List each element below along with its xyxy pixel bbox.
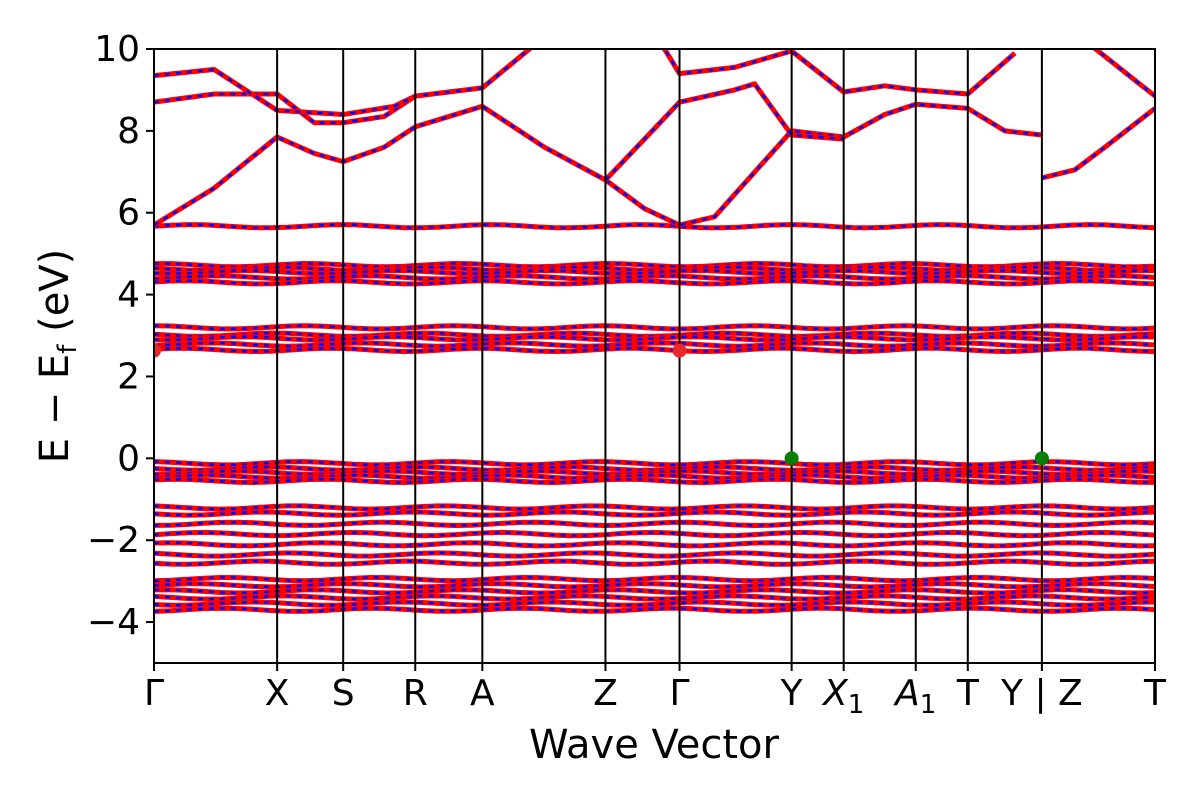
band-flat-19-dash — [154, 531, 1155, 537]
band-flat-7-dash — [154, 331, 1155, 338]
y-axis-title-sub: f — [53, 344, 83, 354]
x-tick-label: S — [332, 673, 355, 714]
vbm-marker — [1034, 451, 1049, 466]
band-flat-5-dash — [154, 279, 1155, 286]
band-flat-28-dash — [154, 606, 1155, 613]
band-c7 — [1091, 49, 1155, 99]
y-tick-label: 2 — [117, 356, 140, 397]
band-c3 — [154, 67, 417, 117]
band-flat-20-dash — [154, 541, 1155, 548]
band-c6-dash — [1041, 107, 1155, 180]
x-tick-label: X — [265, 673, 290, 714]
x-tick-label: Γ — [144, 673, 164, 714]
y-axis-title-main: E − E — [32, 354, 78, 464]
y-tick-label: 0 — [117, 438, 140, 479]
extrema-markers — [154, 343, 1049, 466]
band-flat-25-dash — [154, 588, 1155, 595]
y-axis-title-tail: (eV) — [32, 249, 78, 345]
band-flat-12-dash — [154, 465, 1155, 472]
band-flat-15-dash — [154, 477, 1155, 484]
bands-layer — [154, 49, 1155, 614]
band-flat-6-dash — [154, 324, 1155, 331]
band-flat-10-dash — [154, 347, 1155, 353]
x-tick-label: Z — [593, 673, 618, 714]
cbm-marker — [154, 343, 161, 358]
y-tick-label: 8 — [117, 111, 140, 152]
band-c1-dash — [154, 103, 1043, 227]
band-flat-16-dash — [154, 504, 1155, 511]
band-flat-21-dash — [154, 551, 1155, 558]
x-tick-label: T — [956, 673, 980, 714]
band-flat-8-dash — [154, 335, 1155, 342]
x-tick-label: X1 — [821, 673, 864, 720]
x-tick-label: A — [470, 673, 495, 714]
plot-frame — [153, 48, 1156, 664]
band-flat-14-dash — [154, 473, 1155, 480]
x-tick-label: R — [403, 673, 428, 714]
x-tick-label: A1 — [893, 673, 936, 720]
kpath-lines — [276, 49, 1043, 663]
x-axis-title: Wave Vector — [529, 722, 780, 768]
band-flat-18-dash — [154, 520, 1155, 527]
band-c6 — [1041, 106, 1155, 181]
y-tick-label: −2 — [87, 520, 140, 561]
band-flat-1-dash — [154, 262, 1155, 269]
x-tick-label: Y — [780, 673, 804, 714]
y-tick-label: 6 — [117, 193, 140, 234]
x-axis-ticks: Γ X S R A Z Γ Y X1 A1 T Y | Z T — [144, 663, 1167, 720]
band-flat-2-dash — [154, 265, 1155, 272]
y-axis-title: E − Ef (eV) — [32, 249, 83, 464]
band-c4-dash — [604, 82, 844, 181]
band-c1 — [154, 101, 1043, 228]
x-tick-label: Γ — [669, 673, 689, 714]
band-flat-3-dash — [154, 269, 1155, 275]
band-flat-9-dash — [154, 341, 1155, 348]
y-tick-label: −4 — [87, 602, 140, 643]
y-tick-label: 10 — [94, 29, 140, 70]
band-c5 — [661, 49, 1017, 97]
band-c3-dash — [154, 68, 416, 116]
y-tick-label: 4 — [117, 275, 140, 316]
band-flat-23-dash — [154, 576, 1155, 582]
band-flat-26-dash — [154, 594, 1155, 601]
band-flat-22-dash — [154, 559, 1155, 566]
band-flat-11-dash — [154, 460, 1155, 467]
band-c5-dash — [663, 49, 1016, 96]
vbm-marker — [784, 451, 799, 466]
x-tick-label: T — [1143, 673, 1167, 714]
y-axis-ticks: −4 −2 0 2 4 6 8 10 — [87, 29, 154, 643]
x-tick-label: Y | Z — [1000, 673, 1083, 714]
band-flat-0-dash — [154, 223, 1155, 230]
cbm-marker — [672, 343, 687, 358]
band-flat-24-dash — [154, 582, 1155, 589]
band-flat-27-dash — [154, 600, 1155, 607]
band-flat-17-dash — [154, 510, 1155, 517]
band-flat-4-dash — [154, 274, 1155, 281]
